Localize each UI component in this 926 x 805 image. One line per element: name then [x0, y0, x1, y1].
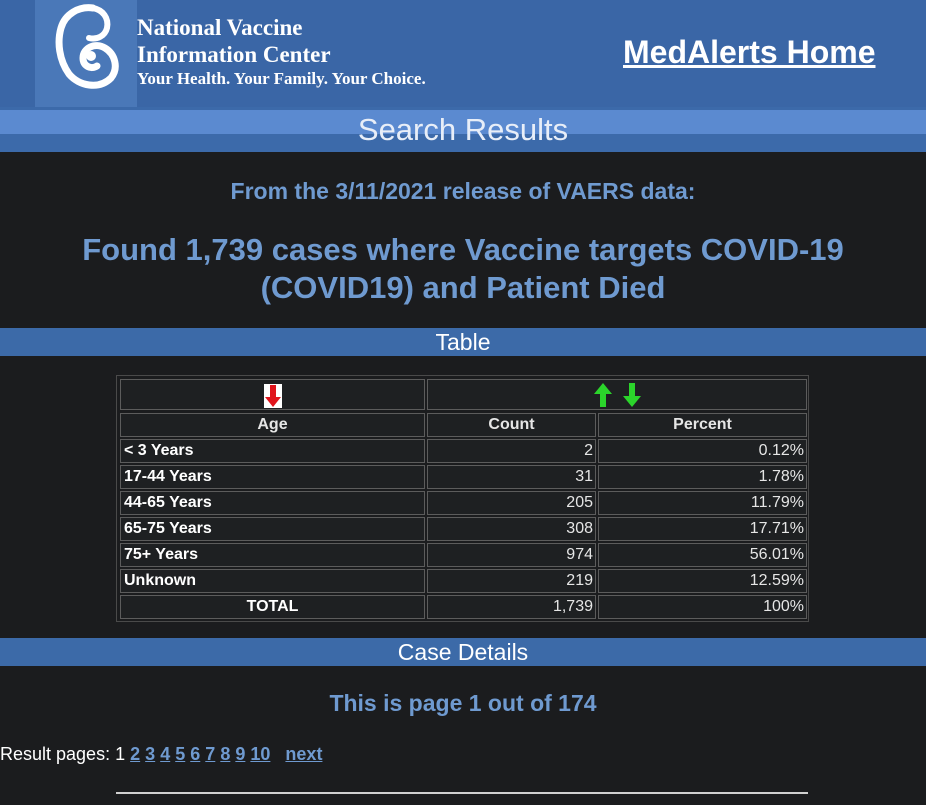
- org-tagline: Your Health. Your Family. Your Choice.: [137, 69, 426, 88]
- sort-count-ascending-icon[interactable]: [593, 382, 613, 408]
- row-percent: 1.78%: [598, 465, 807, 489]
- site-header: National Vaccine Information Center Your…: [0, 0, 926, 107]
- pager-page-link[interactable]: 10: [250, 744, 271, 764]
- row-count: 2: [427, 439, 596, 463]
- total-percent: 100%: [598, 595, 807, 619]
- result-pager: Result pages: 1 2 3 4 5 6 7 8 9 10 next: [0, 744, 322, 765]
- row-percent: 0.12%: [598, 439, 807, 463]
- pager-page-link[interactable]: 2: [130, 744, 141, 764]
- row-label: < 3 Years: [120, 439, 425, 463]
- total-count: 1,739: [427, 595, 596, 619]
- pager-next-link[interactable]: next: [285, 744, 323, 764]
- pager-label: Result pages:: [0, 744, 111, 764]
- row-label: 44-65 Years: [120, 491, 425, 515]
- row-count: 219: [427, 569, 596, 593]
- table-section-bar: Table: [0, 328, 926, 356]
- row-label: 75+ Years: [120, 543, 425, 567]
- medalerts-home-link[interactable]: MedAlerts Home: [623, 34, 876, 70]
- header-count: Count: [427, 413, 596, 437]
- divider: [116, 792, 808, 794]
- count-sort-cell: [427, 379, 807, 410]
- org-name-line2: Information Center: [137, 42, 331, 67]
- row-percent: 56.01%: [598, 543, 807, 567]
- row-percent: 17.71%: [598, 517, 807, 541]
- pager-current-page: 1: [115, 744, 126, 764]
- org-name-line1: National Vaccine: [137, 15, 303, 40]
- age-sort-cell: [120, 379, 425, 410]
- pager-page-link[interactable]: 8: [220, 744, 231, 764]
- pager-page-link[interactable]: 6: [190, 744, 201, 764]
- row-percent: 12.59%: [598, 569, 807, 593]
- header-percent: Percent: [598, 413, 807, 437]
- pager-page-link[interactable]: 7: [205, 744, 216, 764]
- total-label: TOTAL: [120, 595, 425, 619]
- org-name: National Vaccine Information Center: [137, 14, 331, 68]
- pager-page-link[interactable]: 9: [235, 744, 246, 764]
- found-cases-heading: Found 1,739 cases where Vaccine targets …: [82, 232, 844, 305]
- sort-count-descending-icon[interactable]: [622, 382, 642, 408]
- mother-child-logo-icon: [55, 4, 119, 89]
- header-age: Age: [120, 413, 425, 437]
- release-text: From the 3/11/2021 release of VAERS data…: [230, 178, 696, 204]
- banner-highlight: [0, 110, 926, 134]
- row-label: 17-44 Years: [120, 465, 425, 489]
- row-count: 974: [427, 543, 596, 567]
- case-details-bar: Case Details: [0, 638, 926, 666]
- search-results-banner: Search Results: [0, 107, 926, 152]
- search-results-title: Search Results: [357, 112, 569, 147]
- row-count: 31: [427, 465, 596, 489]
- row-label: 65-75 Years: [120, 517, 425, 541]
- row-count: 308: [427, 517, 596, 541]
- pager-page-link[interactable]: 3: [145, 744, 156, 764]
- nvic-logo[interactable]: [35, 0, 137, 107]
- page-info: This is page 1 out of 174: [329, 690, 597, 716]
- pager-page-link[interactable]: 4: [160, 744, 171, 764]
- row-count: 205: [427, 491, 596, 515]
- sort-age-descending-icon[interactable]: [264, 384, 282, 408]
- results-table: Age Count Percent < 3 Years 2 0.12% 17-4…: [116, 375, 809, 622]
- row-label: Unknown: [120, 569, 425, 593]
- row-percent: 11.79%: [598, 491, 807, 515]
- pager-page-link[interactable]: 5: [175, 744, 186, 764]
